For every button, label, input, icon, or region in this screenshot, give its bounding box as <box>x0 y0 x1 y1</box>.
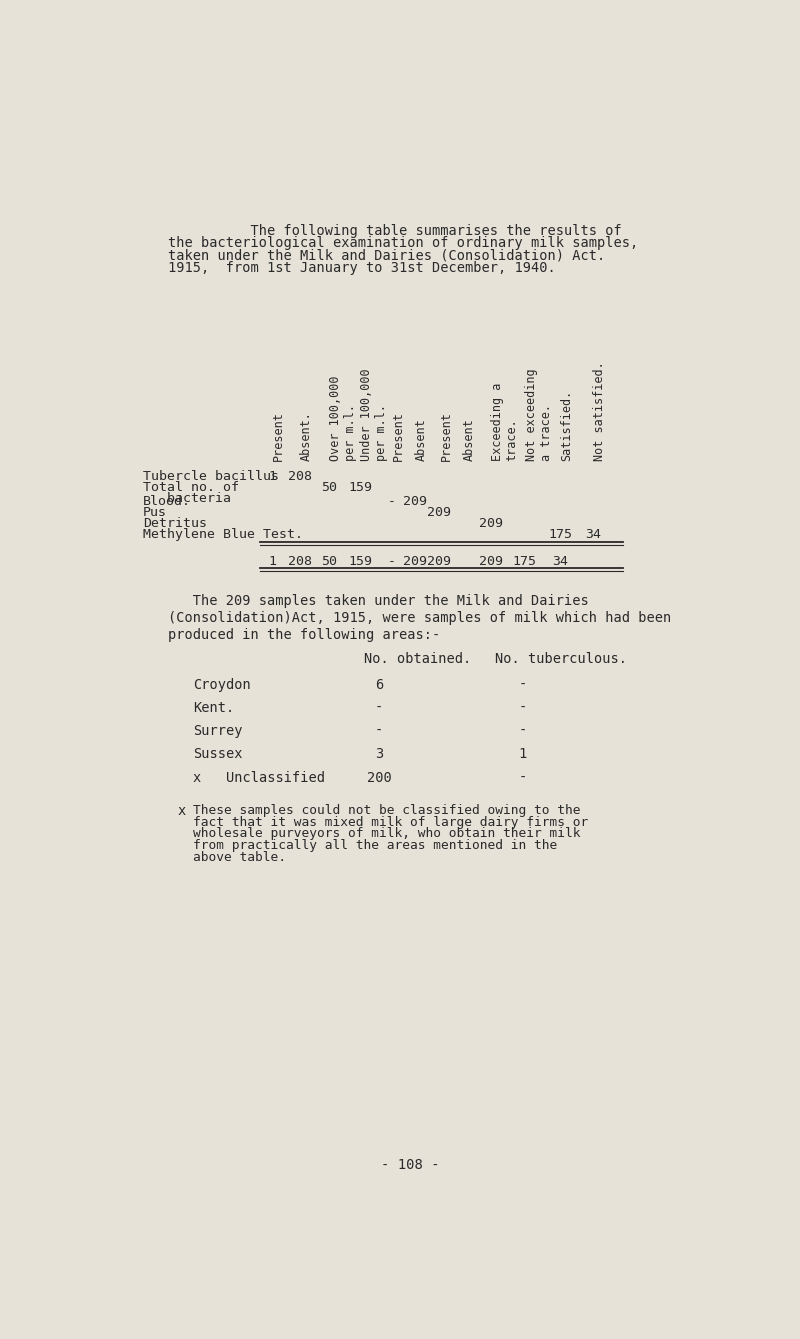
Text: 34: 34 <box>552 554 568 568</box>
Text: -: - <box>375 702 383 715</box>
Text: No. tuberculous.: No. tuberculous. <box>495 652 627 665</box>
Text: 159: 159 <box>349 554 373 568</box>
Text: Absent: Absent <box>462 418 476 461</box>
Text: produced in the following areas:-: produced in the following areas:- <box>168 628 441 643</box>
Text: 159: 159 <box>349 481 373 494</box>
Text: Satisfied.: Satisfied. <box>560 390 574 461</box>
Text: 209: 209 <box>478 517 502 530</box>
Text: 1: 1 <box>518 747 526 762</box>
Text: x   Unclassified: x Unclassified <box>193 770 325 785</box>
Text: 1915,  from 1st January to 31st December, 1940.: 1915, from 1st January to 31st December,… <box>168 261 556 274</box>
Text: from practically all the areas mentioned in the: from practically all the areas mentioned… <box>193 840 558 853</box>
Text: -: - <box>387 554 395 568</box>
Text: -: - <box>518 770 526 785</box>
Text: 208: 208 <box>288 470 312 483</box>
Text: -: - <box>375 724 383 738</box>
Text: 50: 50 <box>321 554 337 568</box>
Text: 209: 209 <box>478 554 502 568</box>
Text: bacteria: bacteria <box>142 491 230 505</box>
Text: Present: Present <box>272 411 285 461</box>
Text: 208: 208 <box>288 554 312 568</box>
Text: Present: Present <box>439 411 453 461</box>
Text: Pus: Pus <box>142 506 166 520</box>
Text: Under 100,000
per m.l.: Under 100,000 per m.l. <box>361 368 389 461</box>
Text: 175: 175 <box>513 554 537 568</box>
Text: 175: 175 <box>548 528 572 541</box>
Text: Sussex: Sussex <box>193 747 242 762</box>
Text: No. obtained.: No. obtained. <box>363 652 470 665</box>
Text: The following table summarises the results of: The following table summarises the resul… <box>168 224 622 238</box>
Text: the bacteriological examination of ordinary milk samples,: the bacteriological examination of ordin… <box>168 236 638 250</box>
Text: Over 100,000
per m.l.: Over 100,000 per m.l. <box>329 375 357 461</box>
Text: Blood.: Blood. <box>142 495 190 507</box>
Text: 1: 1 <box>268 554 276 568</box>
Text: taken under the Milk and Dairies (Consolidation) Act.: taken under the Milk and Dairies (Consol… <box>168 249 606 262</box>
Text: Methylene Blue Test.: Methylene Blue Test. <box>142 528 302 541</box>
Text: Total no. of: Total no. of <box>142 481 238 494</box>
Text: -: - <box>387 495 395 507</box>
Text: Absent.: Absent. <box>300 411 313 461</box>
Text: 6: 6 <box>375 678 383 692</box>
Text: wholesale purveyors of milk, who obtain their milk: wholesale purveyors of milk, who obtain … <box>193 828 581 841</box>
Text: 200: 200 <box>366 770 391 785</box>
Text: Not exceeding
a trace.: Not exceeding a trace. <box>525 368 553 461</box>
Text: 209: 209 <box>402 554 426 568</box>
Text: 209: 209 <box>402 495 426 507</box>
Text: -: - <box>518 724 526 738</box>
Text: 50: 50 <box>321 481 337 494</box>
Text: Present: Present <box>391 411 405 461</box>
Text: -: - <box>518 702 526 715</box>
Text: -: - <box>518 678 526 692</box>
Text: Croydon: Croydon <box>193 678 250 692</box>
Text: fact that it was mixed milk of large dairy firms or: fact that it was mixed milk of large dai… <box>193 815 588 829</box>
Text: These samples could not be classified owing to the: These samples could not be classified ow… <box>193 803 581 817</box>
Text: Exceeding a
trace.: Exceeding a trace. <box>490 383 518 461</box>
Text: 3: 3 <box>375 747 383 762</box>
Text: 209: 209 <box>427 554 451 568</box>
Text: above table.: above table. <box>193 852 286 865</box>
Text: Kent.: Kent. <box>193 702 234 715</box>
Text: (Consolidation)Act, 1915, were samples of milk which had been: (Consolidation)Act, 1915, were samples o… <box>168 611 671 625</box>
Text: Absent: Absent <box>414 418 428 461</box>
Text: The 209 samples taken under the Milk and Dairies: The 209 samples taken under the Milk and… <box>168 595 589 608</box>
Text: - 108 -: - 108 - <box>381 1158 439 1172</box>
Text: Surrey: Surrey <box>193 724 242 738</box>
Text: Detritus: Detritus <box>142 517 206 530</box>
Text: Not satisfied.: Not satisfied. <box>593 362 606 461</box>
Text: 209: 209 <box>427 506 451 520</box>
Text: Tubercle bacillus: Tubercle bacillus <box>142 470 278 483</box>
Text: 1: 1 <box>268 470 276 483</box>
Text: 34: 34 <box>585 528 601 541</box>
Text: x: x <box>178 803 186 818</box>
